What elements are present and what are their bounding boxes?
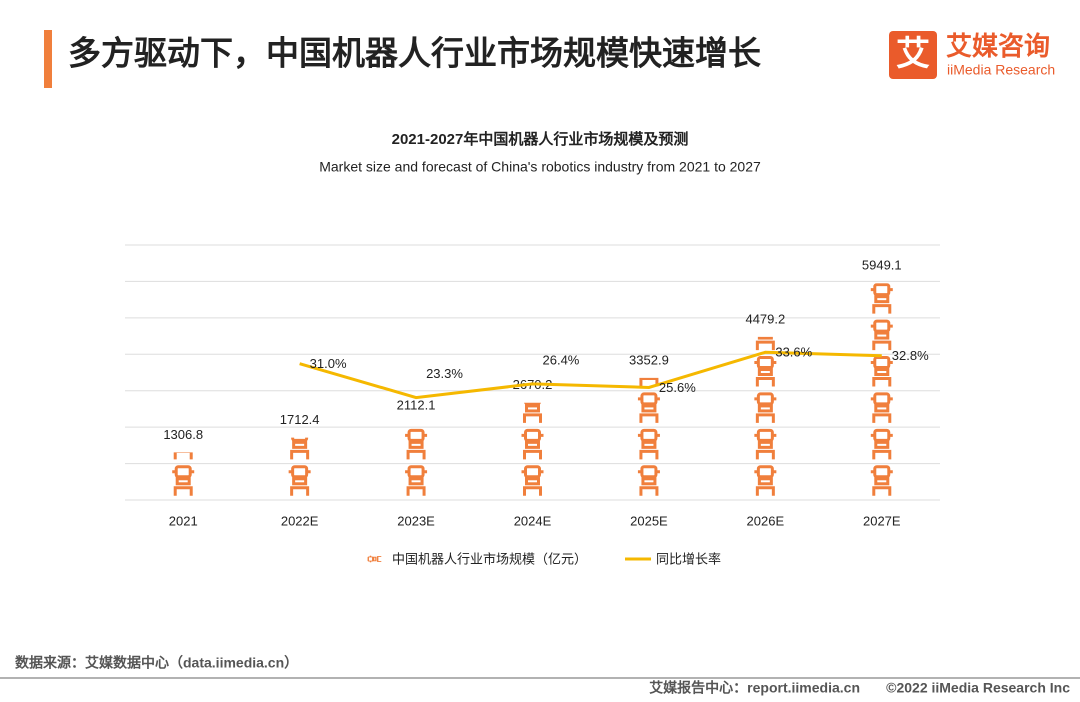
x-tick-label: 2024E — [514, 513, 552, 528]
logo-mark — [889, 31, 937, 79]
x-tick-label: 2027E — [863, 513, 901, 528]
bar-value-label: 2112.1 — [397, 397, 436, 412]
bar-icon — [520, 465, 545, 498]
bar-icon — [636, 392, 662, 425]
growth-value-label: 26.4% — [543, 352, 580, 367]
title-accent — [44, 30, 52, 88]
bar — [520, 402, 545, 498]
growth-value-label: 25.6% — [659, 380, 696, 395]
bar-value-label: 4479.2 — [745, 311, 785, 326]
x-tick-label: 2023E — [397, 513, 435, 528]
bar-icon — [752, 465, 778, 498]
bar-icon — [869, 283, 895, 316]
x-tick-label: 2022E — [281, 513, 319, 528]
chart-title: 2021-2027年中国机器人行业市场规模及预测 — [392, 130, 689, 148]
bar-icon — [869, 392, 895, 425]
bar-value-label: 3352.9 — [629, 352, 669, 367]
x-tick-label: 2021 — [169, 513, 198, 528]
bar-icon — [869, 428, 895, 461]
legend-label: 同比增长率 — [656, 551, 721, 566]
bar-icon — [170, 465, 196, 498]
growth-value-label: 32.8% — [892, 348, 929, 363]
bar-icon — [869, 319, 895, 352]
bar-icon — [752, 428, 778, 461]
footer-report: 艾媒报告中心：report.iimedia.cn — [649, 680, 860, 696]
bar-icon — [752, 356, 778, 388]
growth-value-label: 33.6% — [775, 345, 812, 360]
legend-swatch-bar — [367, 555, 382, 563]
growth-line — [299, 350, 882, 400]
legend-icon — [367, 555, 382, 563]
logo-en: iiMedia Research — [947, 62, 1055, 78]
footer-copyright: ©2022 iiMedia Research Inc — [886, 680, 1070, 696]
bar-icon — [287, 437, 313, 461]
bar-value-label: 1712.4 — [280, 412, 320, 427]
bar-icon — [636, 465, 662, 498]
logo-cn: 艾媒咨询 — [946, 31, 1050, 61]
source: 数据来源：艾媒数据中心（data.iimedia.cn） — [15, 655, 298, 671]
bar-icon — [869, 356, 895, 388]
growth-value-label: 23.3% — [426, 366, 463, 381]
x-tick-label: 2026E — [747, 513, 785, 528]
bar-icon — [752, 392, 778, 425]
bar — [752, 336, 778, 498]
page-title: 多方驱动下，中国机器人行业市场规模快速增长 — [68, 35, 761, 72]
growth-value-label: 31.0% — [310, 356, 347, 371]
bar-value-label: 1306.8 — [163, 427, 203, 442]
bar-icon — [869, 465, 895, 498]
chart-subtitle: Market size and forecast of China's robo… — [319, 159, 761, 175]
bar-icon — [520, 402, 545, 425]
logo-char: 艾 — [896, 35, 930, 73]
bar-icon — [287, 465, 313, 498]
bar — [287, 437, 313, 498]
x-tick-label: 2025E — [630, 513, 668, 528]
legend-label: 中国机器人行业市场规模（亿元） — [392, 551, 587, 566]
bar-icon — [403, 465, 429, 498]
bar-icon — [636, 428, 662, 461]
bar-icon — [403, 428, 429, 461]
bar-icon — [520, 428, 545, 461]
bar-value-label: 5949.1 — [862, 258, 902, 273]
